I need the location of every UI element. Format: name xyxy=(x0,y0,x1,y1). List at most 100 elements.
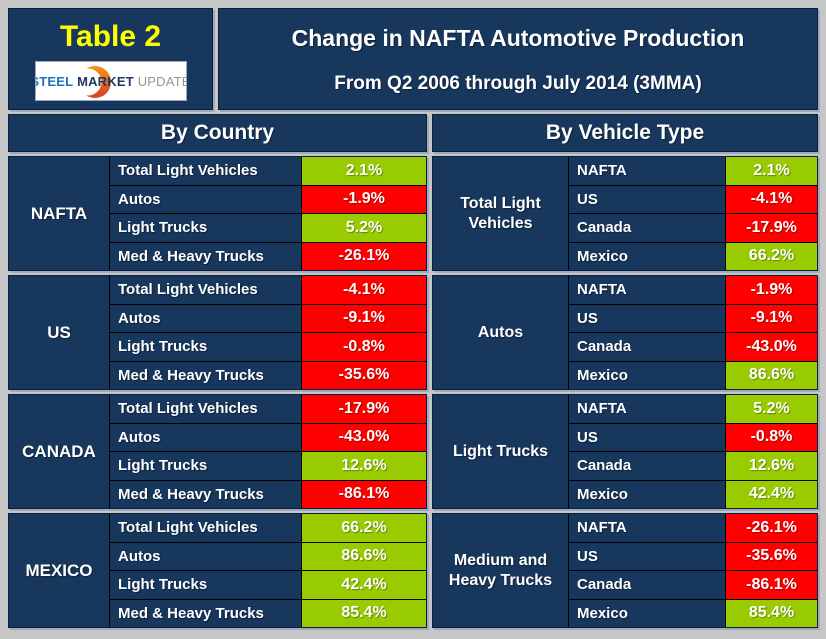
vehicle-group-total-light-vehicles: Total Light Vehicles NAFTA 2.1% US -4.1%… xyxy=(432,156,818,271)
table-row: Mexico 86.6% xyxy=(569,361,817,389)
row-label: Med & Heavy Trucks xyxy=(110,599,302,627)
table-row: NAFTA -1.9% xyxy=(569,276,817,304)
group-label: CANADA xyxy=(9,395,110,508)
row-label: Autos xyxy=(110,423,302,451)
table-label-box: Table 2 STEEL MARKET UPDATE xyxy=(8,8,213,110)
group-rows: NAFTA 2.1% US -4.1% Canada -17.9% Mexico… xyxy=(569,157,817,270)
percent-value-cell: -1.9% xyxy=(302,185,426,213)
table-row: NAFTA 2.1% xyxy=(569,157,817,185)
group-label: MEXICO xyxy=(9,514,110,627)
table-row: Mexico 66.2% xyxy=(569,242,817,270)
table-row: Canada 12.6% xyxy=(569,452,817,480)
country-group-us: US Total Light Vehicles -4.1% Autos -9.1… xyxy=(8,275,427,390)
row-label: Med & Heavy Trucks xyxy=(110,242,302,270)
percent-value-cell: 86.6% xyxy=(726,361,817,389)
country-group-canada: CANADA Total Light Vehicles -17.9% Autos… xyxy=(8,394,427,509)
row-label: Autos xyxy=(110,185,302,213)
row-label: US xyxy=(569,542,726,570)
logo-word-update: UPDATE xyxy=(137,73,187,89)
header-row: Table 2 STEEL MARKET UPDATE Change in NA… xyxy=(8,8,818,110)
row-label: Light Trucks xyxy=(110,571,302,599)
table-row: Total Light Vehicles -17.9% xyxy=(110,395,426,423)
table-row: Light Trucks -0.8% xyxy=(110,333,426,361)
group-label: Autos xyxy=(433,276,569,389)
steel-market-update-logo: STEEL MARKET UPDATE xyxy=(34,61,187,101)
table-row: Autos 86.6% xyxy=(110,542,426,570)
percent-value-cell: 66.2% xyxy=(302,514,426,542)
table-row: Autos -43.0% xyxy=(110,423,426,451)
row-label: Med & Heavy Trucks xyxy=(110,361,302,389)
row-label: Light Trucks xyxy=(110,214,302,242)
percent-value-cell: -86.1% xyxy=(726,571,817,599)
percent-value-cell: 12.6% xyxy=(726,452,817,480)
table-row: Med & Heavy Trucks 85.4% xyxy=(110,599,426,627)
row-label: Light Trucks xyxy=(110,452,302,480)
table-row: Mexico 85.4% xyxy=(569,599,817,627)
percent-value-cell: 42.4% xyxy=(302,571,426,599)
section-header-row: By Country By Vehicle Type xyxy=(8,114,818,152)
percent-value-cell: 12.6% xyxy=(302,452,426,480)
table-row: Light Trucks 42.4% xyxy=(110,571,426,599)
group-rows: NAFTA 5.2% US -0.8% Canada 12.6% Mexico … xyxy=(569,395,817,508)
row-label: Mexico xyxy=(569,599,726,627)
percent-value-cell: 5.2% xyxy=(302,214,426,242)
table-row: Med & Heavy Trucks -35.6% xyxy=(110,361,426,389)
row-label: Canada xyxy=(569,571,726,599)
percent-value-cell: -43.0% xyxy=(302,423,426,451)
page-title: Change in NAFTA Automotive Production xyxy=(291,25,745,51)
table-row: Total Light Vehicles 2.1% xyxy=(110,157,426,185)
row-label: US xyxy=(569,304,726,332)
logo-word-market: MARKET xyxy=(77,73,134,89)
percent-value-cell: -4.1% xyxy=(302,276,426,304)
percent-value-cell: -35.6% xyxy=(302,361,426,389)
table-row: Med & Heavy Trucks -86.1% xyxy=(110,480,426,508)
row-label: NAFTA xyxy=(569,395,726,423)
table-row: Canada -43.0% xyxy=(569,333,817,361)
group-rows: Total Light Vehicles -17.9% Autos -43.0%… xyxy=(110,395,426,508)
group-label: Total Light Vehicles xyxy=(433,157,569,270)
group-rows: NAFTA -1.9% US -9.1% Canada -43.0% Mexic… xyxy=(569,276,817,389)
percent-value-cell: -86.1% xyxy=(302,480,426,508)
group-rows: NAFTA -26.1% US -35.6% Canada -86.1% Mex… xyxy=(569,514,817,627)
data-panels: NAFTA Total Light Vehicles 2.1% Autos -1… xyxy=(8,156,818,628)
table-row: US -4.1% xyxy=(569,185,817,213)
row-label: Total Light Vehicles xyxy=(110,157,302,185)
percent-value-cell: 2.1% xyxy=(726,157,817,185)
country-group-nafta: NAFTA Total Light Vehicles 2.1% Autos -1… xyxy=(8,156,427,271)
crescent-swoosh-icon xyxy=(77,66,111,98)
row-label: Mexico xyxy=(569,361,726,389)
percent-value-cell: 85.4% xyxy=(302,599,426,627)
row-label: Light Trucks xyxy=(110,333,302,361)
table-row: Canada -17.9% xyxy=(569,214,817,242)
row-label: Med & Heavy Trucks xyxy=(110,480,302,508)
table-row: US -9.1% xyxy=(569,304,817,332)
row-label: Total Light Vehicles xyxy=(110,514,302,542)
row-label: NAFTA xyxy=(569,514,726,542)
row-label: NAFTA xyxy=(569,276,726,304)
percent-value-cell: -35.6% xyxy=(726,542,817,570)
table-row: Light Trucks 12.6% xyxy=(110,452,426,480)
row-label: Total Light Vehicles xyxy=(110,276,302,304)
title-box: Change in NAFTA Automotive Production Fr… xyxy=(218,8,818,110)
percent-value-cell: -17.9% xyxy=(726,214,817,242)
percent-value-cell: 5.2% xyxy=(726,395,817,423)
vehicle-group-medium-heavy-trucks: Medium and Heavy Trucks NAFTA -26.1% US … xyxy=(432,513,818,628)
row-label: Total Light Vehicles xyxy=(110,395,302,423)
row-label: Autos xyxy=(110,542,302,570)
percent-value-cell: -9.1% xyxy=(726,304,817,332)
table-row: Autos -9.1% xyxy=(110,304,426,332)
percent-value-cell: -9.1% xyxy=(302,304,426,332)
group-rows: Total Light Vehicles 2.1% Autos -1.9% Li… xyxy=(110,157,426,270)
group-label: US xyxy=(9,276,110,389)
country-group-mexico: MEXICO Total Light Vehicles 66.2% Autos … xyxy=(8,513,427,628)
percent-value-cell: 66.2% xyxy=(726,242,817,270)
row-label: Canada xyxy=(569,452,726,480)
table-row: Canada -86.1% xyxy=(569,571,817,599)
percent-value-cell: 86.6% xyxy=(302,542,426,570)
row-label: NAFTA xyxy=(569,157,726,185)
logo-word-steel: STEEL xyxy=(34,73,74,89)
by-vehicle-type-header: By Vehicle Type xyxy=(432,114,818,152)
page-subtitle: From Q2 2006 through July 2014 (3MMA) xyxy=(334,73,702,94)
vehicle-group-light-trucks: Light Trucks NAFTA 5.2% US -0.8% Canada … xyxy=(432,394,818,509)
